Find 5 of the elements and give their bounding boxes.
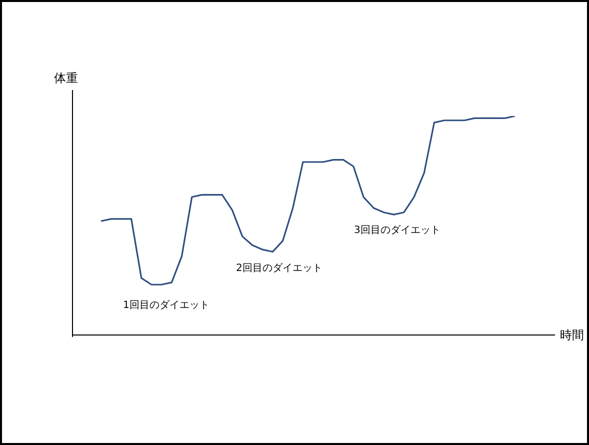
annotation: 2回目のダイエット [236,262,322,275]
x-axis-title: 時間 [560,327,584,344]
annotation: 3回目のダイエット [354,224,440,237]
y-axis-title: 体重 [54,70,78,87]
annotation: 1回目のダイエット [123,299,210,312]
